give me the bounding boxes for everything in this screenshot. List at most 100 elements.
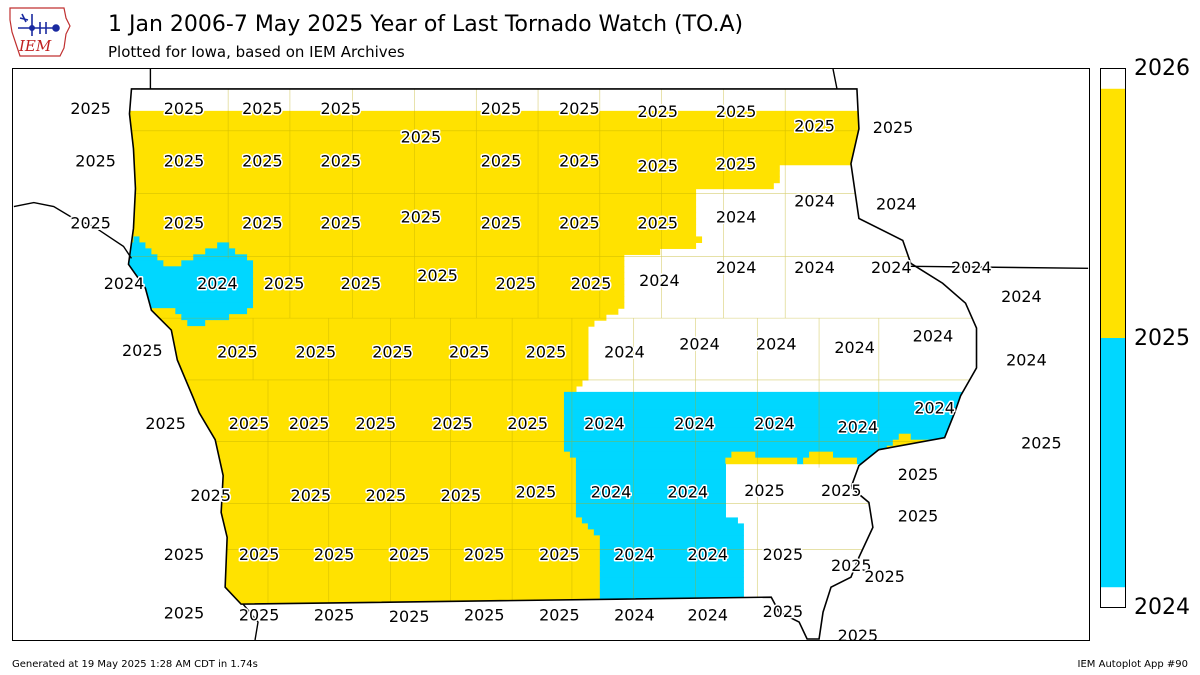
county-fill-2024 [187,320,206,327]
county-year-label: 2025 [637,156,678,175]
county-year-label: 2024 [687,545,728,564]
county-fill-2024 [575,469,726,477]
iem-logo-text: IEM [18,37,52,55]
county-fill-2025 [128,565,601,572]
county-fill-2025 [128,409,565,417]
county-fill-2025 [247,254,625,261]
county-year-label: 2025 [464,545,505,564]
county-year-label: 2025 [145,414,186,433]
county-year-label: 2025 [1021,433,1062,452]
county-fill-2024 [593,529,744,536]
county-year-label: 2024 [951,258,992,277]
county-fill-2025 [128,116,977,124]
county-year-label: 2025 [507,414,548,433]
county-fill-2024 [575,487,726,495]
county-year-label: 2025 [314,605,355,624]
county-fill-2024 [133,236,141,243]
county-fill-2024 [575,481,726,489]
page-subtitle: Plotted for Iowa, based on IEM Archives [108,43,405,61]
county-fill-2024 [563,397,977,405]
county-fill-2025 [128,361,589,369]
county-year-label: 2025 [432,414,473,433]
county-year-label: 2024 [614,605,655,624]
county-year-label: 2024 [871,258,912,277]
county-fill-2025 [128,230,697,238]
county-fill-2025 [725,457,798,465]
county-year-label: 2025 [864,567,905,586]
county-fill-2025 [205,320,595,327]
county-year-label: 2025 [341,274,382,293]
county-fill-2024 [599,571,744,578]
county-fill-2025 [128,469,577,477]
county-year-label: 2025 [838,626,879,641]
county-year-label: 2025 [122,341,163,360]
county-fill-2025 [128,355,589,363]
county-year-label: 2025 [70,99,111,118]
county-fill-2024 [128,260,164,267]
county-year-label: 2025 [481,152,522,171]
county-year-label: 2025 [242,152,283,171]
county-fill-2025 [128,517,583,525]
county-fill-2024 [217,242,230,249]
county-fill-2024 [599,589,744,596]
county-year-label: 2025 [75,152,116,171]
app-id: IEM Autoplot App #90 [1077,659,1188,670]
county-year-label: 2025 [321,152,362,171]
county-year-label: 2025 [289,414,330,433]
missouri-border-line [242,603,259,640]
county-fill-2024 [128,284,254,291]
county-fill-2025 [128,397,565,405]
county-fill-2024 [563,403,977,411]
county-fill-2025 [128,559,601,566]
county-fill-2024 [575,463,726,471]
county-fill-2024 [175,308,248,315]
county-year-label: 2025 [242,99,283,118]
county-fill-2024 [599,565,744,572]
county-year-label: 2024 [794,258,835,277]
county-year-label: 2025 [481,214,522,233]
county-year-label: 2024 [756,335,797,354]
county-fill-2025 [128,350,589,357]
county-year-label: 2025 [314,545,355,564]
county-year-label: 2025 [763,602,804,621]
county-fill-2025 [128,212,697,220]
county-fill-2025 [128,451,571,459]
county-fill-2024 [563,445,888,453]
county-year-label: 2025 [389,545,430,564]
county-fill-2025 [128,206,697,214]
county-fill-2024 [563,439,894,447]
county-fill-2025 [128,152,977,160]
county-year-label: 2025 [164,214,205,233]
county-year-label: 2025 [516,483,557,502]
county-fill-2025 [128,128,977,136]
weather-station-icon [18,13,60,36]
county-fill-2024 [128,248,152,255]
county-year-label: 2025 [229,414,270,433]
county-year-label: 2025 [164,604,205,623]
colorbar-tick-label: 2025 [1134,326,1190,351]
county-year-label: 2025 [401,128,442,147]
county-fill-2025 [151,308,176,315]
county-lines [131,88,977,608]
county-fill-2024 [575,475,726,483]
county-fill-2024 [128,266,254,273]
county-year-label: 2025 [559,214,600,233]
county-fill-2024 [569,451,732,459]
colorbar-tick-label: 2026 [1134,56,1190,81]
nebraska-border-line [13,201,133,259]
county-fill-2025 [128,134,977,142]
county-fill-2024 [575,493,726,501]
county-year-label: 2025 [526,343,567,362]
county-fill-2024 [563,409,977,417]
page-title: 1 Jan 2006-7 May 2025 Year of Last Torna… [108,12,744,37]
county-year-label: 2024 [679,335,720,354]
county-year-label: 2025 [763,545,804,564]
county-fill-2024 [128,290,254,297]
county-year-label: 2024 [838,417,879,436]
county-fill-2025 [128,403,565,411]
colorbar [1100,68,1126,608]
county-fill-2025 [128,200,697,208]
county-fill-2025 [128,344,589,351]
county-fill-2024 [575,505,726,513]
county-fill-2024 [128,302,254,309]
